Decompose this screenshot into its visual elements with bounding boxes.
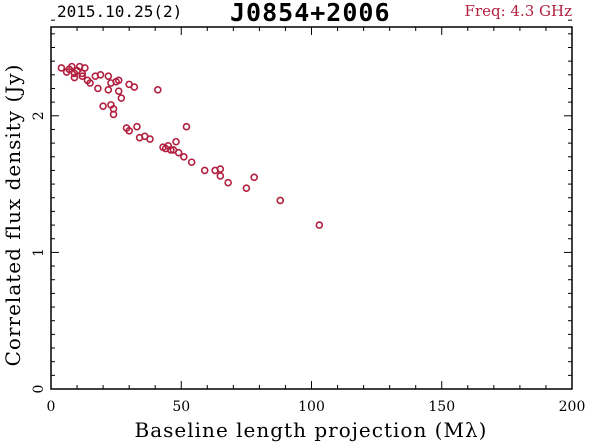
source-name: J0854+2006 bbox=[230, 0, 391, 27]
data-point bbox=[114, 76, 123, 85]
data-point bbox=[187, 158, 196, 167]
data-point bbox=[172, 137, 180, 146]
x-tick-label: 0 bbox=[47, 399, 56, 415]
data-point bbox=[250, 173, 258, 182]
tick-labels: 0 50 100 150 200 0 1 2 bbox=[31, 111, 585, 415]
x-tick-label: 150 bbox=[428, 399, 455, 415]
data-point bbox=[167, 146, 175, 154]
data-point bbox=[57, 64, 66, 72]
data-point bbox=[109, 110, 118, 119]
data-point bbox=[104, 86, 113, 94]
data-point bbox=[200, 166, 209, 175]
data-point bbox=[146, 135, 154, 143]
data-point bbox=[86, 79, 94, 87]
data-point bbox=[174, 148, 183, 157]
data-point bbox=[133, 122, 141, 131]
data-point bbox=[68, 62, 76, 71]
data-point bbox=[242, 184, 251, 192]
axis-ticks bbox=[50, 19, 573, 390]
data-point bbox=[96, 71, 105, 79]
observation-date: 2015.10.25(2) bbox=[57, 2, 183, 21]
y-tick-label: 1 bbox=[31, 248, 47, 257]
data-point bbox=[276, 196, 285, 205]
data-point bbox=[94, 84, 102, 93]
data-point bbox=[154, 86, 162, 94]
frequency-label: Freq: 4.3 GHz bbox=[464, 2, 572, 20]
data-point bbox=[81, 64, 89, 72]
data-point bbox=[125, 127, 133, 135]
y-tick-label: 2 bbox=[31, 111, 47, 120]
data-point bbox=[315, 221, 324, 229]
data-point bbox=[224, 178, 232, 187]
data-point bbox=[180, 152, 188, 161]
data-point bbox=[114, 87, 123, 96]
data-point bbox=[130, 83, 139, 91]
x-tick-label: 100 bbox=[298, 399, 325, 415]
data-point bbox=[182, 122, 191, 131]
x-axis-label: Baseline length projection (Mλ) bbox=[135, 418, 488, 442]
data-point bbox=[104, 72, 113, 80]
y-tick-label: 0 bbox=[31, 385, 47, 394]
x-tick-label: 50 bbox=[172, 399, 190, 415]
data-point bbox=[99, 102, 107, 111]
data-point bbox=[216, 165, 225, 173]
data-point bbox=[70, 73, 79, 82]
data-point bbox=[117, 94, 126, 102]
data-points bbox=[57, 62, 324, 229]
data-point bbox=[216, 172, 225, 180]
x-tick-label: 200 bbox=[559, 399, 586, 415]
y-axis-label: Correlated flux density (Jy) bbox=[1, 64, 25, 367]
data-point bbox=[78, 72, 87, 80]
